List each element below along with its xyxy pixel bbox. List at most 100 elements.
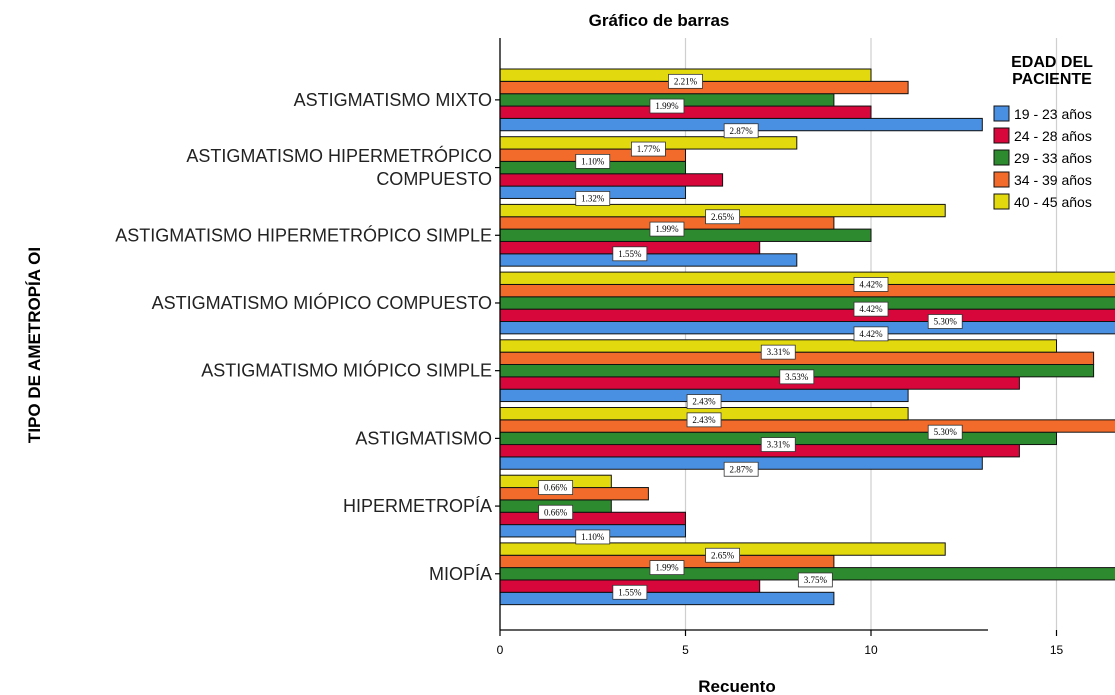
- legend-title: PACIENTE: [1012, 71, 1092, 88]
- data-label: 2.43%: [692, 415, 716, 425]
- category-label: ASTIGMATISMO HIPERMETRÓPICO: [186, 145, 492, 166]
- data-label-box: [760, 437, 796, 452]
- data-label-box: [723, 461, 759, 477]
- legend-swatch: [993, 171, 1010, 188]
- data-label: 2.43%: [692, 397, 716, 407]
- data-label: 2.65%: [711, 212, 735, 222]
- category-label: COMPUESTO: [376, 169, 492, 189]
- data-label: 2.87%: [730, 464, 754, 474]
- data-label-box: [668, 73, 703, 89]
- legend-swatch: [993, 193, 1010, 210]
- data-label: 3.53%: [785, 372, 809, 382]
- category-label: ASTIGMATISMO MIXTO: [294, 90, 492, 110]
- x-ticks: 0510152025: [497, 643, 1064, 657]
- data-label: 1.77%: [637, 144, 661, 154]
- x-tick-label: 5: [682, 643, 689, 657]
- category-label: ASTIGMATISMO MIÓPICO SIMPLE: [201, 360, 492, 381]
- legend-label: 24 - 28 años: [1014, 128, 1092, 144]
- data-label: 5.30%: [934, 317, 958, 327]
- category-labels: ASTIGMATISMO MIXTO ASTIGMATISMO HIPERMETR…: [115, 90, 492, 584]
- data-label-box: [686, 394, 722, 409]
- data-label-box: [612, 584, 648, 600]
- bar: [499, 283, 1115, 298]
- data-label: 1.10%: [581, 532, 605, 542]
- legend-label: 19 - 23 años: [1014, 106, 1092, 122]
- data-label: 1.99%: [655, 563, 679, 573]
- bar: [499, 321, 1115, 335]
- x-tick-label: 10: [864, 643, 878, 657]
- chart-title: Gráfico de barras: [589, 11, 730, 30]
- data-label-box: [705, 209, 740, 225]
- data-label-box: [649, 560, 685, 575]
- data-label: 1.99%: [655, 224, 679, 234]
- category-label: HIPERMETROPÍA: [343, 496, 492, 516]
- legend-swatch: [993, 149, 1010, 166]
- data-label: 5.30%: [934, 427, 958, 437]
- data-label-box: [686, 412, 722, 428]
- x-tick-label: 0: [497, 643, 504, 657]
- data-label: 1.55%: [618, 249, 642, 259]
- data-label: 4.42%: [859, 329, 883, 339]
- data-label-box: [779, 369, 815, 385]
- data-label: 1.32%: [581, 193, 605, 203]
- data-label: 3.31%: [767, 440, 791, 450]
- legend-title: EDAD DEL: [1011, 54, 1093, 71]
- axes: [495, 38, 1058, 636]
- data-label: 2.21%: [674, 76, 698, 86]
- data-label-box: [649, 221, 685, 237]
- bar: [499, 105, 872, 119]
- legend-swatch: [993, 127, 1010, 144]
- bar: [499, 376, 1020, 390]
- legend-label: 40 - 45 años: [1014, 194, 1092, 210]
- data-label-box: [797, 572, 833, 588]
- data-label-box: [927, 424, 963, 440]
- legend-label: 29 - 33 años: [1014, 150, 1092, 166]
- data-label-box: [631, 141, 666, 157]
- data-label-box: [853, 277, 889, 292]
- bar: [499, 296, 1115, 310]
- bar: [499, 253, 798, 267]
- bar: [499, 271, 1115, 285]
- data-label-box: [575, 191, 611, 206]
- bar: [499, 591, 835, 606]
- data-label: 0.66%: [544, 507, 568, 517]
- data-label: 1.10%: [581, 156, 605, 166]
- category-label: ASTIGMATISMO MIÓPICO COMPUESTO: [152, 292, 492, 313]
- category-label: ASTIGMATISMO HIPERMETRÓPICO SIMPLE: [115, 224, 492, 245]
- data-label-box: [575, 529, 611, 545]
- bar: [499, 228, 872, 242]
- bar: [499, 351, 1095, 365]
- data-label: 1.55%: [618, 587, 642, 597]
- data-label: 4.42%: [859, 304, 883, 314]
- data-label: 4.42%: [859, 279, 883, 289]
- bar: [499, 308, 1115, 322]
- bar: [499, 487, 649, 501]
- category-label: MIOPÍA: [429, 564, 492, 584]
- data-label-box: [538, 504, 574, 520]
- data-label-box: [760, 344, 796, 360]
- data-label-box: [853, 326, 889, 342]
- bar: [499, 444, 1020, 458]
- data-label: 0.66%: [544, 483, 568, 493]
- legend-swatch: [993, 105, 1010, 122]
- data-label: 3.31%: [767, 347, 791, 357]
- bar: [499, 419, 1115, 433]
- data-label: 2.65%: [711, 550, 735, 560]
- data-label-box: [705, 547, 740, 563]
- bar: [499, 80, 909, 95]
- data-label-box: [853, 301, 889, 317]
- data-label-box: [927, 314, 963, 329]
- data-label-box: [538, 480, 574, 495]
- data-label: 2.87%: [730, 126, 754, 136]
- y-axis-title: TIPO DE AMETROPÍA OI: [25, 247, 44, 443]
- x-tick-label: 15: [1050, 643, 1064, 657]
- category-label: ASTIGMATISMO: [355, 428, 492, 448]
- data-labels: 2.87% 1.99% 2.21% 1.32% 1.10% 1.77% 1.55% 1.99%…: [538, 73, 963, 600]
- data-label: 3.75%: [804, 575, 828, 585]
- x-axis-title: Recuento: [698, 677, 775, 695]
- data-label: 1.99%: [655, 101, 679, 111]
- data-label-box: [649, 98, 685, 114]
- data-label-box: [723, 123, 759, 139]
